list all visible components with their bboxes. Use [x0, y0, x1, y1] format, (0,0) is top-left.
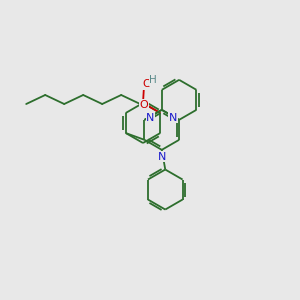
Text: O: O	[142, 79, 152, 89]
Text: H: H	[149, 75, 157, 85]
Text: O: O	[140, 100, 148, 110]
Text: N: N	[146, 113, 155, 123]
Text: N: N	[169, 113, 177, 123]
Text: N: N	[158, 152, 166, 162]
